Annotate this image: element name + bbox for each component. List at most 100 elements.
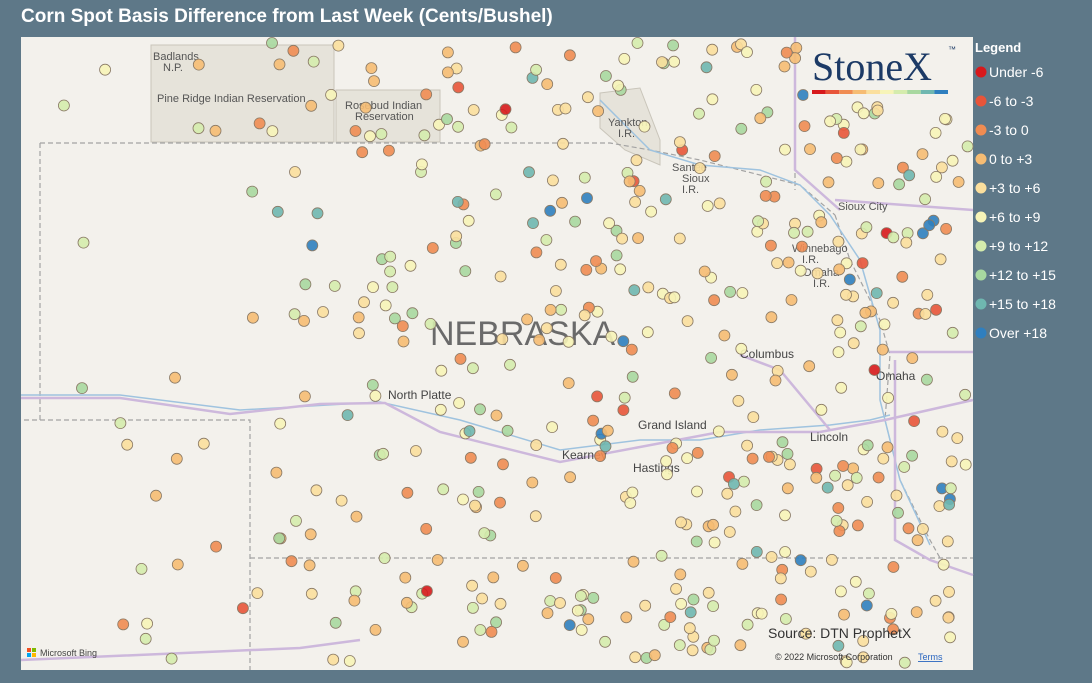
site-marker — [897, 161, 909, 174]
site-marker — [752, 215, 764, 228]
site-marker — [530, 246, 543, 259]
site-marker — [114, 417, 127, 430]
site-marker — [852, 519, 864, 532]
site-marker — [497, 458, 509, 471]
site-marker — [870, 287, 883, 300]
site-marker — [780, 613, 792, 625]
site-marker — [582, 613, 595, 626]
site-marker — [822, 176, 835, 189]
site-marker — [942, 611, 955, 624]
site-marker — [399, 571, 412, 584]
site-marker — [658, 619, 671, 631]
site-marker — [871, 104, 884, 117]
site-marker — [667, 39, 679, 52]
site-marker — [840, 656, 853, 669]
site-marker — [433, 118, 445, 131]
site-marker — [838, 608, 850, 621]
site-marker — [562, 335, 575, 348]
site-marker — [741, 439, 753, 452]
site-marker — [934, 253, 947, 266]
site-marker — [785, 294, 798, 306]
site-marker — [803, 360, 816, 373]
legend-title: Legend — [975, 40, 1021, 55]
site-marker — [587, 592, 600, 604]
bing-square — [27, 648, 31, 652]
legend-label: Over +18 — [989, 325, 1047, 341]
site-marker — [896, 270, 909, 283]
site-marker — [857, 107, 870, 120]
site-marker — [375, 128, 388, 140]
site-marker — [397, 335, 410, 348]
site-marker — [673, 232, 686, 245]
site-marker — [557, 137, 569, 150]
site-marker — [169, 371, 181, 384]
site-marker — [349, 125, 362, 137]
site-marker — [726, 368, 738, 381]
site-marker — [929, 594, 942, 607]
site-marker — [859, 306, 872, 319]
site-marker — [872, 471, 885, 484]
site-marker — [457, 635, 469, 648]
site-marker — [713, 197, 726, 210]
site-marker — [735, 342, 748, 355]
site-marker — [605, 330, 618, 343]
site-marker — [273, 532, 286, 545]
site-marker — [919, 193, 931, 206]
site-marker — [359, 101, 372, 114]
site-marker — [933, 500, 946, 513]
site-marker — [523, 166, 535, 179]
site-marker — [352, 311, 365, 324]
site-marker — [728, 478, 740, 490]
site-marker — [618, 53, 631, 65]
site-marker — [441, 46, 454, 59]
site-marker — [943, 498, 955, 511]
site-marker — [800, 627, 812, 640]
site-marker — [684, 606, 697, 619]
site-marker — [306, 239, 319, 252]
site-marker — [721, 487, 734, 500]
site-marker — [631, 37, 644, 49]
site-marker — [556, 196, 568, 209]
site-marker — [139, 632, 152, 645]
site-marker — [614, 263, 627, 276]
site-marker — [691, 446, 704, 459]
site-marker — [541, 607, 554, 619]
site-marker — [832, 235, 845, 248]
site-marker — [117, 618, 130, 631]
site-marker — [575, 624, 588, 636]
place-label: Omaha — [876, 369, 916, 383]
site-marker — [409, 445, 422, 457]
site-marker — [959, 388, 971, 401]
site-marker — [741, 618, 754, 631]
site-marker — [746, 452, 759, 465]
site-marker — [378, 552, 391, 564]
site-marker — [779, 546, 791, 558]
site-marker — [887, 623, 899, 636]
site-marker — [834, 326, 847, 339]
site-marker — [747, 411, 760, 424]
source: Source: DTN ProphetX — [768, 625, 912, 641]
place-label: North Platte — [388, 388, 452, 402]
site-marker — [618, 391, 631, 404]
site-marker — [951, 432, 964, 445]
site-marker — [210, 540, 223, 553]
site-marker — [620, 611, 633, 624]
site-marker — [304, 528, 317, 541]
site-marker — [289, 166, 301, 178]
reservation-area — [150, 44, 335, 143]
site-marker — [860, 599, 873, 612]
site-marker — [343, 655, 356, 667]
site-marker — [384, 250, 397, 263]
legend-swatch — [975, 240, 987, 252]
site-marker — [462, 214, 475, 227]
site-marker — [769, 374, 782, 387]
site-marker — [735, 38, 747, 51]
site-marker — [559, 102, 572, 115]
site-marker — [353, 327, 365, 340]
site-marker — [826, 554, 838, 566]
terms-link[interactable]: Terms — [918, 652, 943, 662]
site-marker — [310, 484, 323, 497]
site-marker — [474, 624, 487, 636]
site-marker — [674, 136, 686, 149]
place-label: Badlands — [153, 51, 199, 63]
